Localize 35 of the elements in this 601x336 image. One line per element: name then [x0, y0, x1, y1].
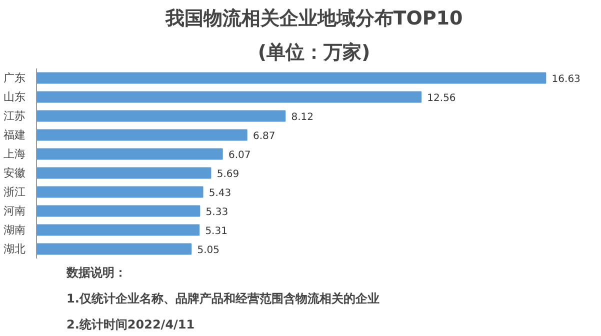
bar — [36, 186, 204, 198]
y-tick-label: 广东 — [4, 72, 26, 84]
y-tick-label: 湖南 — [4, 224, 26, 236]
bar — [36, 91, 422, 103]
data-label: 5.31 — [205, 226, 228, 237]
text: 1.仅统计企业名称、品牌产品和经营范围含物流相关的企业 — [66, 292, 380, 306]
y-tick-label: 山东 — [4, 90, 26, 104]
data-label: 12.56 — [427, 93, 456, 104]
data-label: 16.63 — [552, 74, 580, 85]
bar — [36, 129, 248, 141]
bar — [36, 205, 200, 217]
y-tick-label: 江苏 — [4, 110, 26, 122]
y-tick-label: 浙江 — [4, 186, 26, 198]
data-label: 5.05 — [197, 245, 220, 256]
bar — [36, 148, 223, 160]
bar — [36, 110, 286, 122]
bar — [36, 243, 192, 255]
text: 2.统计时间2022/4/11 — [66, 318, 195, 332]
chart-subtitle: (单位：万家) — [258, 42, 370, 64]
y-tick-label: 湖北 — [4, 242, 26, 256]
bar — [36, 224, 200, 236]
text: 数据说明： — [66, 266, 126, 280]
data-label: 6.07 — [228, 150, 251, 161]
y-tick-label: 安徽 — [4, 166, 26, 180]
data-label: 5.69 — [216, 169, 240, 180]
data-label: 5.43 — [208, 188, 232, 199]
bar — [36, 167, 212, 179]
data-label: 6.87 — [252, 131, 276, 142]
y-tick-label: 福建 — [4, 128, 26, 142]
chart-title: 我国物流相关企业地域分布TOP10 — [164, 8, 463, 30]
data-label: 8.12 — [291, 112, 314, 123]
y-tick-label: 上海 — [4, 148, 26, 160]
bar — [36, 72, 546, 84]
data-label: 5.33 — [206, 207, 228, 218]
y-tick-label: 河南 — [4, 204, 26, 218]
